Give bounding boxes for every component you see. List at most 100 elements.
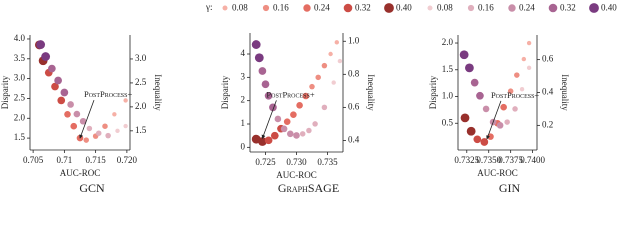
data-point xyxy=(290,111,297,118)
data-point xyxy=(460,113,470,123)
y-tick-label: 0 xyxy=(241,141,246,151)
legend-marker xyxy=(467,4,475,12)
y-tick-label: 3.5 xyxy=(14,53,26,63)
y-tick-label: 3.0 xyxy=(14,73,26,83)
y-tick-label: 2 xyxy=(241,95,246,105)
data-point xyxy=(496,122,504,129)
annotation-arrow xyxy=(261,100,277,139)
x-tick-label: 0.705 xyxy=(23,155,44,165)
legend-marker xyxy=(508,4,516,12)
legend-marker xyxy=(303,4,311,12)
annotation: PostProcess+ xyxy=(491,90,539,100)
y2-tick-label: 0.6 xyxy=(542,54,554,64)
y-tick-label: 4 xyxy=(241,48,246,58)
y-tick-label: 1.5 xyxy=(14,132,26,142)
data-point xyxy=(60,88,69,97)
data-point xyxy=(270,131,279,140)
x-axis-label: AUC-ROC xyxy=(60,168,101,178)
x-tick-label: 0.720 xyxy=(117,155,138,165)
data-point xyxy=(465,63,474,73)
data-point xyxy=(258,67,267,75)
data-point xyxy=(331,80,336,85)
data-point xyxy=(466,126,476,136)
y-tick-label: 1.0 xyxy=(442,91,454,101)
data-point xyxy=(54,76,62,85)
legend-marker xyxy=(343,3,353,13)
legend-label: 0.16 xyxy=(273,3,289,13)
y-tick-label: 0.5 xyxy=(442,117,454,127)
annotation-arrow xyxy=(486,100,502,140)
y-tick-label: 2.5 xyxy=(14,93,26,103)
data-point xyxy=(321,104,328,111)
data-point xyxy=(79,117,87,125)
data-point xyxy=(299,131,306,137)
x-tick-label: 0.7400 xyxy=(520,155,545,165)
data-point xyxy=(287,130,294,138)
data-point xyxy=(328,51,333,57)
legend-label: 0.24 xyxy=(314,3,330,13)
y2-tick-label: 0.4 xyxy=(348,134,360,144)
data-point xyxy=(280,125,288,133)
y-tick-label: 2.0 xyxy=(442,37,454,47)
x-tick-label: 0.71 xyxy=(57,155,73,165)
data-point xyxy=(473,135,482,144)
data-point xyxy=(504,119,510,125)
x-tick-label: 0.730 xyxy=(286,157,307,167)
data-point xyxy=(526,65,532,71)
data-point xyxy=(258,137,267,146)
data-point xyxy=(302,92,310,100)
data-point xyxy=(76,134,84,142)
data-point xyxy=(296,102,303,109)
x-tick-label: 0.715 xyxy=(86,155,107,165)
data-point xyxy=(264,91,273,100)
data-point xyxy=(482,105,490,113)
panel-title: GraphSAGE xyxy=(278,181,339,195)
x-tick-label: 0.7375 xyxy=(498,155,523,165)
y2-axis-label: Inequality xyxy=(366,74,376,111)
data-point xyxy=(309,83,315,90)
legend-marker xyxy=(589,3,599,13)
y2-tick-label: 0.8 xyxy=(348,68,360,78)
data-point xyxy=(73,110,81,118)
y2-tick-label: 0.6 xyxy=(348,101,360,111)
data-point xyxy=(459,50,469,60)
data-point xyxy=(41,52,51,61)
data-point xyxy=(500,103,507,111)
data-point xyxy=(102,123,108,129)
y2-tick-label: 0.2 xyxy=(542,119,553,129)
data-point xyxy=(96,130,102,136)
data-point xyxy=(274,115,282,123)
y-tick-label: 1 xyxy=(241,118,246,128)
data-point xyxy=(67,101,74,108)
data-point xyxy=(480,138,489,146)
data-point xyxy=(519,87,525,92)
x-axis-label: AUC-ROC xyxy=(276,170,317,180)
data-point xyxy=(514,72,520,78)
y-axis-label: Disparity xyxy=(428,75,438,109)
legend-label: 0.40 xyxy=(601,3,617,13)
data-point xyxy=(476,91,484,100)
y2-tick-label: 0.4 xyxy=(542,87,554,97)
data-point xyxy=(293,132,300,139)
legend-label: 0.32 xyxy=(560,3,576,13)
y-tick-label: 3 xyxy=(241,71,246,81)
data-point xyxy=(36,40,46,49)
legend-label: 0.32 xyxy=(355,3,371,13)
x-tick-label: 0.7325 xyxy=(454,155,479,165)
legend-marker xyxy=(262,4,270,12)
data-point xyxy=(321,62,328,69)
data-point xyxy=(64,111,71,118)
legend: γ: xyxy=(205,2,212,12)
data-point xyxy=(507,88,514,94)
y2-tick-label: 2.5 xyxy=(135,77,147,87)
y2-tick-label: 1.5 xyxy=(135,125,147,135)
annotation: PostProcess+ xyxy=(266,89,314,99)
y2-axis-label: Inequality xyxy=(560,74,570,111)
legend-label: 0.08 xyxy=(232,3,248,13)
data-point xyxy=(306,127,312,134)
data-point xyxy=(264,136,273,145)
data-point xyxy=(51,82,59,91)
data-point xyxy=(57,96,66,105)
y-tick-label: 2.0 xyxy=(14,112,26,122)
panel-title: GCN xyxy=(79,181,105,195)
